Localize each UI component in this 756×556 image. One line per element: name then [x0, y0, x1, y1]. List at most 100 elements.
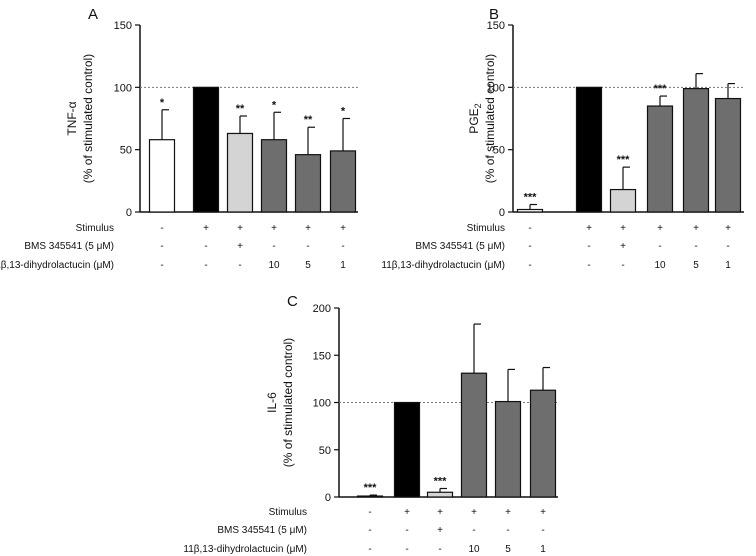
condition-value: - — [368, 525, 371, 536]
y-tick-label: 0 — [126, 207, 132, 219]
condition-value: + — [237, 223, 243, 234]
condition-value: - — [306, 241, 309, 252]
panel-letter: A — [88, 6, 98, 23]
condition-value: 5 — [693, 260, 699, 271]
y-tick-label: 100 — [487, 82, 505, 94]
y-tick-label: 100 — [114, 82, 132, 94]
condition-value: - — [472, 525, 475, 536]
y-tick-label: 150 — [313, 350, 331, 362]
condition-value: + — [586, 223, 592, 234]
condition-value: + — [505, 507, 511, 518]
chart-panel-c: C 0 50 100 150 200 IL-6 (% of stimulated contro… — [183, 293, 558, 555]
panel-letter: B — [489, 6, 499, 23]
condition-value: + — [471, 507, 477, 518]
condition-value: 10 — [468, 544, 480, 555]
significance-marker: * — [272, 99, 277, 111]
condition-value: - — [405, 525, 408, 536]
bar-1 — [356, 495, 384, 498]
condition-value: - — [405, 544, 408, 555]
condition-value: - — [204, 241, 207, 252]
bar-5 — [682, 87, 710, 213]
condition-value: + — [437, 507, 443, 518]
condition-value: 10 — [654, 260, 666, 271]
condition-row-label: 11β,13-dihydrolactucin (μM) — [381, 260, 505, 271]
condition-value: + — [305, 223, 311, 234]
bar-2 — [192, 86, 220, 213]
y-axis-title-unit: (% of stimulated control) — [483, 54, 497, 183]
condition-value: + — [540, 507, 546, 518]
significance-marker: *** — [434, 475, 448, 487]
condition-value: + — [237, 241, 243, 252]
chart-panel-b: B 0 50 100 150 PGE2 (% of stimulated control) *… — [381, 6, 744, 271]
condition-value: - — [541, 525, 544, 536]
bar-1 — [148, 139, 176, 213]
y-tick-label: 50 — [493, 145, 505, 157]
condition-value: + — [340, 223, 346, 234]
significance-marker: *** — [617, 154, 631, 166]
condition-value: - — [621, 260, 624, 271]
y-axis-title: PGE2 — [467, 103, 483, 133]
condition-value: + — [404, 507, 410, 518]
y-axis-title-subscript: 2 — [473, 103, 483, 108]
chart-panel-a: A 0 50 100 150 TNF-α (% of stimulated control)… — [0, 6, 358, 271]
condition-value: - — [204, 260, 207, 271]
y-axis-title-analyte: TNF-α — [65, 101, 79, 135]
condition-value: + — [620, 223, 626, 234]
significance-marker: *** — [524, 192, 538, 204]
condition-value: - — [238, 260, 241, 271]
y-axis-title: IL-6 — [265, 392, 279, 413]
condition-value: 1 — [340, 260, 346, 271]
significance-marker: *** — [654, 83, 668, 95]
condition-value: - — [587, 260, 590, 271]
y-tick-label: 50 — [120, 145, 132, 157]
condition-value: - — [587, 241, 590, 252]
significance-marker: ** — [236, 103, 245, 115]
condition-value: + — [437, 525, 443, 536]
significance-marker: ** — [304, 114, 313, 126]
condition-value: - — [528, 241, 531, 252]
condition-value: - — [160, 260, 163, 271]
bar-4 — [460, 372, 488, 498]
bar-5 — [494, 400, 522, 498]
panel-letter: C — [287, 293, 298, 310]
condition-value: 5 — [305, 260, 311, 271]
y-axis-title-analyte: PGE — [467, 108, 481, 133]
bar-6 — [329, 150, 357, 213]
condition-value: - — [368, 544, 371, 555]
condition-row-label: 11β,13-dihydrolactucin (μM) — [183, 544, 307, 555]
significance-marker: * — [160, 97, 165, 109]
y-tick-label: 50 — [319, 445, 331, 457]
y-tick-label: 0 — [499, 207, 505, 219]
condition-value: 5 — [505, 544, 511, 555]
condition-value: - — [160, 223, 163, 234]
bar-3 — [609, 188, 637, 213]
condition-value: + — [657, 223, 663, 234]
condition-value: + — [620, 241, 626, 252]
condition-row-label: BMS 345541 (5 μM) — [415, 241, 505, 252]
bar-1 — [516, 208, 544, 213]
condition-row-label: Stimulus — [269, 507, 307, 518]
y-tick-label: 100 — [313, 398, 331, 410]
condition-value: - — [368, 507, 371, 518]
condition-value: 1 — [540, 544, 546, 555]
bar-3 — [226, 132, 254, 213]
condition-value: + — [203, 223, 209, 234]
bar-2 — [393, 401, 421, 498]
bar-2 — [575, 86, 603, 213]
bar-6 — [529, 389, 557, 498]
condition-value: - — [726, 241, 729, 252]
bar-6 — [714, 97, 742, 213]
condition-value: - — [506, 525, 509, 536]
condition-row-label: Stimulus — [76, 223, 114, 234]
significance-marker: *** — [364, 482, 378, 494]
condition-value: - — [528, 223, 531, 234]
y-axis-title: TNF-α — [65, 101, 79, 135]
condition-value: + — [725, 223, 731, 234]
condition-value: + — [271, 223, 277, 234]
bar-4 — [646, 105, 674, 213]
condition-row-label: Stimulus — [467, 223, 505, 234]
bar-4 — [260, 139, 288, 213]
condition-value: 1 — [725, 260, 731, 271]
condition-value: - — [341, 241, 344, 252]
bar-3 — [426, 491, 454, 498]
